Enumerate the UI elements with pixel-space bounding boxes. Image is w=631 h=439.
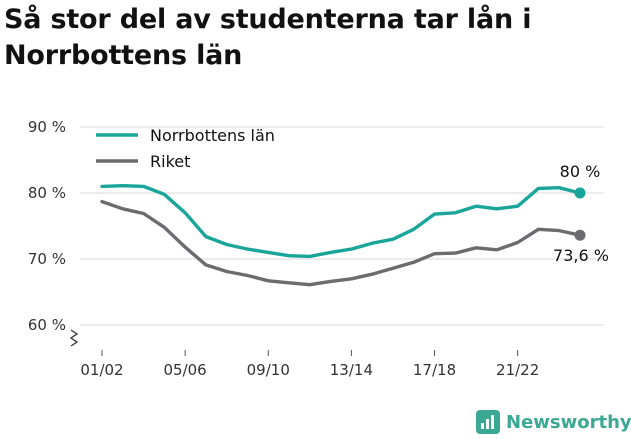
end-label-norrbotten: 80 %: [560, 162, 601, 181]
brand-logo: Newsworthy: [476, 408, 631, 436]
x-tick-label: 21/22: [496, 361, 539, 379]
x-tick-label: 09/10: [247, 361, 290, 379]
x-tick-label: 05/06: [164, 361, 207, 379]
x-tick-label: 01/02: [80, 361, 123, 379]
y-tick-label: 80 %: [28, 184, 66, 202]
end-label-riket: 73,6 %: [553, 246, 609, 265]
end-point-riket: [574, 229, 586, 241]
end-labels: 80 % 73,6 %: [553, 162, 609, 265]
series-line-norrbottens-län: [100, 183, 582, 259]
x-tick-label: 13/14: [330, 361, 373, 379]
legend-label: Norrbottens län: [150, 126, 275, 145]
x-tick-label: 17/18: [413, 361, 456, 379]
y-tick-label: 60 %: [28, 316, 66, 334]
axis-break-icon: [69, 329, 79, 347]
newsworthy-logo-icon: [476, 410, 500, 434]
grid-lines: [80, 126, 604, 326]
chart-title: Så stor del av studenterna tar lån i Nor…: [4, 4, 532, 71]
end-point-norrbottens-län: [574, 187, 586, 199]
legend-label: Riket: [150, 152, 190, 171]
y-tick-label: 70 %: [28, 250, 66, 268]
y-axis-ticks: 60 % 70 % 80 % 90 %: [28, 118, 66, 334]
legend: Norrbottens län Riket: [96, 126, 275, 171]
brand-name: Newsworthy: [506, 411, 631, 433]
series-lines: [100, 183, 586, 287]
y-tick-label: 90 %: [28, 118, 66, 136]
x-axis-ticks: 01/02 05/06 09/10 13/14 17/18 21/22: [80, 350, 539, 379]
series-line-riket: [100, 199, 582, 287]
